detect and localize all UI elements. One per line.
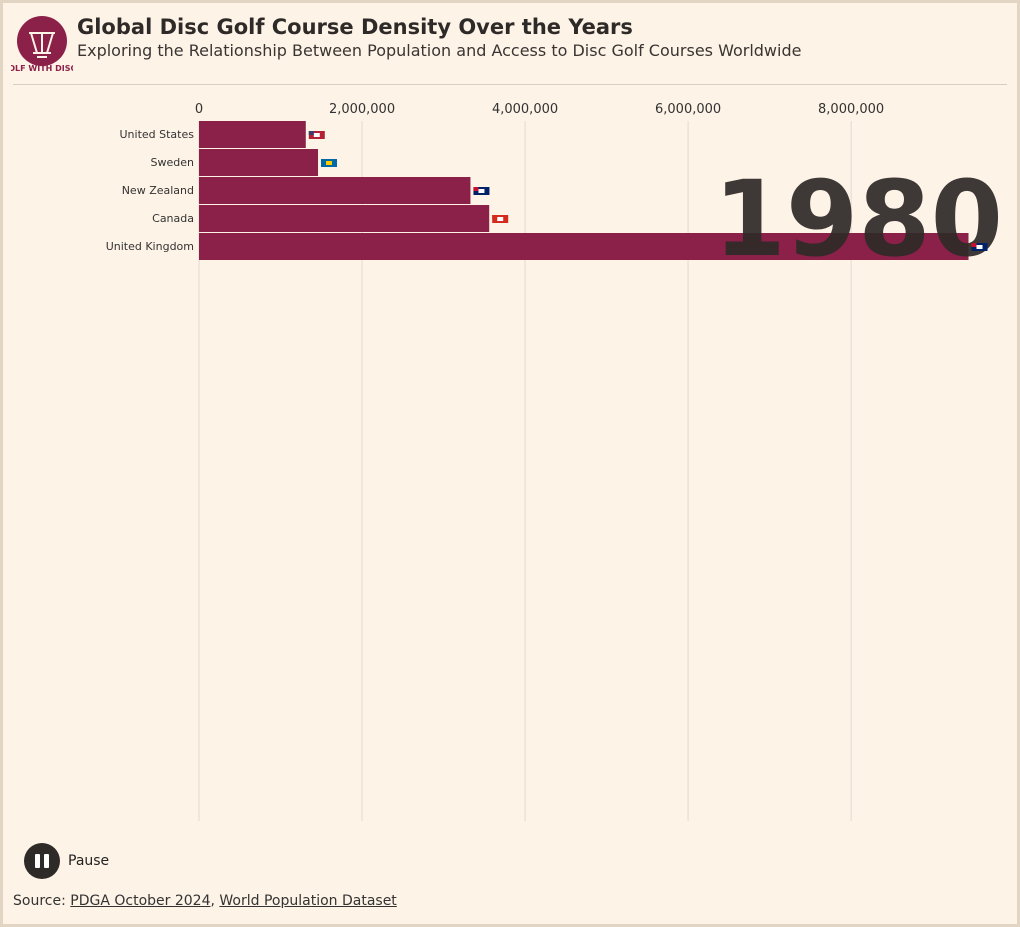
x-tick-label: 8,000,000 [818, 102, 884, 117]
source-label: Source: [13, 893, 66, 909]
flag [321, 159, 327, 163]
flag [971, 243, 977, 247]
flag [473, 187, 479, 191]
flag [326, 161, 333, 165]
category-label: United Kingdom [106, 240, 194, 253]
subtitle: Exploring the Relationship Between Popul… [77, 41, 802, 60]
category-label: United States [120, 128, 195, 141]
flag [308, 131, 314, 135]
x-tick-label: 4,000,000 [492, 102, 558, 117]
flag [313, 133, 320, 137]
source-link[interactable]: World Population Dataset [219, 893, 397, 909]
logo: GOLF WITH DISCS [11, 16, 73, 73]
x-tick-label: 6,000,000 [655, 102, 721, 117]
logo-text: GOLF WITH DISCS [11, 64, 73, 73]
pause-label[interactable]: Pause [68, 853, 110, 869]
year-label: 1980 [714, 158, 1003, 280]
flag [976, 245, 983, 249]
x-tick-label: 2,000,000 [329, 102, 395, 117]
flag [497, 217, 504, 221]
pause-icon[interactable] [24, 843, 60, 879]
bar [199, 205, 490, 232]
category-label: New Zealand [122, 184, 194, 197]
x-tick-label: 0 [195, 102, 203, 117]
divider [13, 84, 1007, 85]
separator: , [210, 893, 215, 909]
bar [199, 233, 969, 260]
category-label: Canada [152, 212, 194, 225]
bar [199, 121, 306, 148]
flag [478, 189, 485, 193]
source-link[interactable]: PDGA October 2024 [70, 893, 211, 909]
pause-button[interactable]: Pause [24, 843, 109, 879]
title: Global Disc Golf Course Density Over the… [77, 15, 633, 39]
chart: 0 2,000,000 4,000,000 6,000,000 8,000,000 Uni… [106, 102, 1003, 821]
flag [492, 215, 498, 219]
source: Source: PDGA October 2024, World Populat… [13, 893, 397, 909]
category-label: Sweden [151, 156, 194, 169]
bar [199, 177, 471, 204]
bar [199, 149, 319, 176]
